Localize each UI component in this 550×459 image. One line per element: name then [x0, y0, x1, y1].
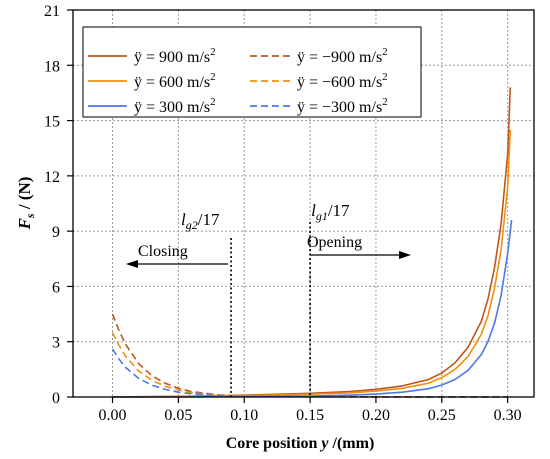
lg2-label: lg2/17 [181, 210, 220, 232]
x-tick-label-2: 0.10 [230, 407, 258, 424]
y-tick-label-7: 21 [44, 3, 60, 20]
y-tick-label-0: 0 [52, 390, 60, 407]
y-tick-label-5: 15 [44, 114, 60, 131]
legend-items: ÿ = 900 m/s2 ÿ = −900 m/s2ÿ = 600 m/s2 ÿ =… [88, 46, 388, 116]
x-tick-label-6: 0.30 [494, 407, 522, 424]
plot-frame [72, 9, 535, 398]
legend-label-main-0: ÿ = 900 m/s [134, 49, 210, 66]
lg2-label-base: l [181, 210, 186, 229]
legend-box [82, 26, 422, 118]
lg1-label-sub: g1 [316, 209, 328, 223]
x-axis-label-var: y [319, 435, 329, 452]
y-tick-label-1: 3 [52, 335, 60, 352]
legend-label-0: ÿ = 900 m/s2 [134, 46, 216, 66]
legend-label-1: ÿ = −900 m/s2 [297, 46, 388, 66]
legend: ÿ = 900 m/s2 ÿ = −900 m/s2ÿ = 600 m/s2 ÿ =… [82, 26, 422, 118]
y-tick-label-4: 12 [44, 169, 60, 186]
closing-label: Closing [138, 243, 188, 260]
y-axis-label-var: F [15, 217, 34, 230]
legend-label-2: ÿ = 600 m/s2 [134, 71, 216, 91]
x-tick-label-5: 0.25 [428, 407, 456, 424]
legend-label-5: ÿ = −300 m/s2 [297, 96, 388, 116]
x-tick-label-0: 0.00 [99, 407, 127, 424]
lg1-label-tail: /17 [328, 201, 350, 220]
lg1-label-base: l [311, 201, 316, 220]
legend-label-main-2: ÿ = 600 m/s [134, 74, 210, 91]
y-axis-label: Fs / (N) [15, 177, 37, 231]
legend-label-main-3: ÿ = −600 m/s [297, 74, 382, 91]
y-axis-label-tail: / (N) [15, 177, 34, 214]
legend-label-main-5: ÿ = −300 m/s [297, 99, 382, 116]
x-tick-label-3: 0.15 [296, 407, 324, 424]
legend-label-sup-4: 2 [210, 96, 216, 108]
axes: 0.00 0.05 0.10 0.15 0.20 0.25 0.30 0 3 6 9 12 15 18 21 [44, 3, 535, 424]
opening-arrow-head [399, 251, 411, 259]
legend-label-sup-2: 2 [210, 71, 216, 83]
legend-label-sup-0: 2 [210, 46, 216, 58]
legend-label-main-1: ÿ = −900 m/s [297, 49, 382, 66]
x-axis-label-main: Core position [226, 435, 322, 452]
y-tick-label-3: 9 [52, 224, 60, 241]
legend-label-3: ÿ = −600 m/s2 [297, 71, 388, 91]
annotations: lg2/17 lg1/17 Closing Opening [126, 201, 411, 397]
y-axis-label-sub: s [23, 213, 37, 219]
x-tick-label-1: 0.05 [164, 407, 192, 424]
legend-label-4: ÿ = 300 m/s2 [134, 96, 216, 116]
y-tick-label-6: 18 [44, 58, 60, 75]
lg2-label-tail: /17 [198, 210, 220, 229]
lg2-label-sub: g2 [186, 218, 198, 232]
legend-label-main-4: ÿ = 300 m/s [134, 99, 210, 116]
x-axis-label: Core position y /(mm) [226, 435, 375, 452]
legend-label-sup-5: 2 [382, 96, 388, 108]
opening-label: Opening [307, 234, 362, 251]
legend-label-sup-3: 2 [382, 71, 388, 83]
y-tick-label-2: 6 [52, 279, 60, 296]
x-axis-label-tail: /(mm) [329, 435, 375, 452]
lg1-label: lg1/17 [311, 201, 350, 223]
x-tick-label-4: 0.20 [362, 407, 390, 424]
closing-arrow-head [126, 260, 138, 268]
legend-label-sup-1: 2 [382, 46, 388, 58]
